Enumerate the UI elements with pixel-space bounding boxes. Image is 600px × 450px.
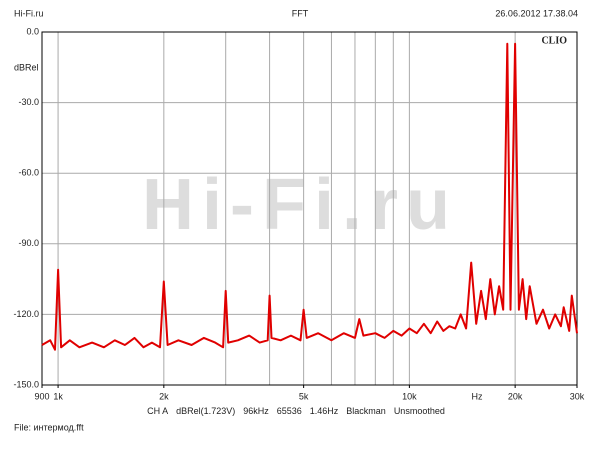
info-item: 96kHz — [243, 406, 269, 416]
x-tick-label: 1k — [53, 391, 63, 401]
info-item: 65536 — [277, 406, 302, 416]
plot-frame — [41, 31, 578, 386]
info-item: Blackman — [346, 406, 386, 416]
x-axis-label: Hz — [472, 391, 483, 401]
y-axis-label: dBRel — [14, 62, 39, 72]
chart-title: FFT — [292, 8, 309, 18]
header-left: Hi-Fi.ru — [14, 8, 44, 18]
info-item: Unsmoothed — [394, 406, 445, 416]
x-tick-label: 30k — [570, 391, 585, 401]
info-item: dBRel(1.723V) — [176, 406, 235, 416]
info-item: CH A — [147, 406, 168, 416]
y-tick-label: -90.0 — [18, 238, 39, 248]
y-tick-label: -150.0 — [13, 379, 39, 389]
spectrum-line — [41, 42, 578, 351]
file-label: File: интермод.fft — [14, 422, 84, 432]
x-tick-label: 10k — [402, 391, 417, 401]
x-tick-label: 20k — [508, 391, 523, 401]
y-tick-label: 0.0 — [26, 26, 39, 36]
info-item: 1.46Hz — [310, 406, 339, 416]
info-line: CH A dBRel(1.723V) 96kHz 65536 1.46Hz Blackma… — [147, 406, 445, 416]
y-tick-label: -60.0 — [18, 168, 39, 178]
y-tick-label: -120.0 — [13, 309, 39, 319]
x-tick-label: 2k — [159, 391, 169, 401]
y-tick-label: -30.0 — [18, 97, 39, 107]
x-tick-label: 5k — [299, 391, 309, 401]
watermark: Hi-Fi.ru — [142, 165, 458, 245]
x-tick-label: 900 — [34, 391, 49, 401]
brand: CLIO — [541, 35, 567, 46]
header-right: 26.06.2012 17.38.04 — [495, 8, 578, 18]
